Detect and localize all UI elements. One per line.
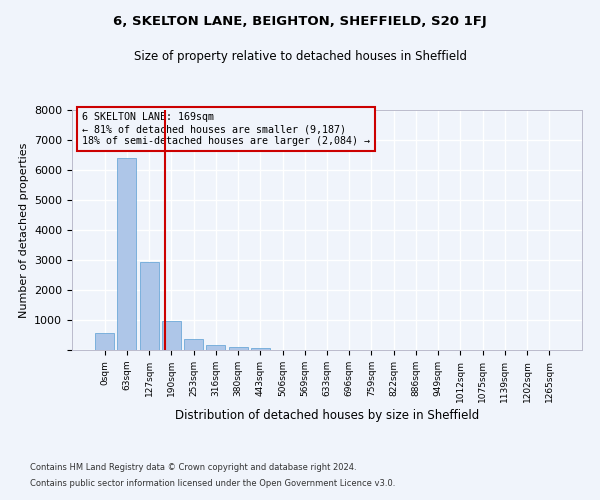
X-axis label: Distribution of detached houses by size in Sheffield: Distribution of detached houses by size … [175,409,479,422]
Bar [95,332,114,350]
Bar [229,347,248,350]
Bar [140,262,158,350]
Bar [118,158,136,350]
Bar [162,321,181,350]
Text: Size of property relative to detached houses in Sheffield: Size of property relative to detached ho… [133,50,467,63]
Text: 6 SKELTON LANE: 169sqm
← 81% of detached houses are smaller (9,187)
18% of semi-: 6 SKELTON LANE: 169sqm ← 81% of detached… [82,112,370,146]
Text: Contains HM Land Registry data © Crown copyright and database right 2024.: Contains HM Land Registry data © Crown c… [30,464,356,472]
Bar [184,339,203,350]
Y-axis label: Number of detached properties: Number of detached properties [19,142,29,318]
Text: Contains public sector information licensed under the Open Government Licence v3: Contains public sector information licen… [30,478,395,488]
Text: 6, SKELTON LANE, BEIGHTON, SHEFFIELD, S20 1FJ: 6, SKELTON LANE, BEIGHTON, SHEFFIELD, S2… [113,15,487,28]
Bar [206,345,225,350]
Bar [251,348,270,350]
